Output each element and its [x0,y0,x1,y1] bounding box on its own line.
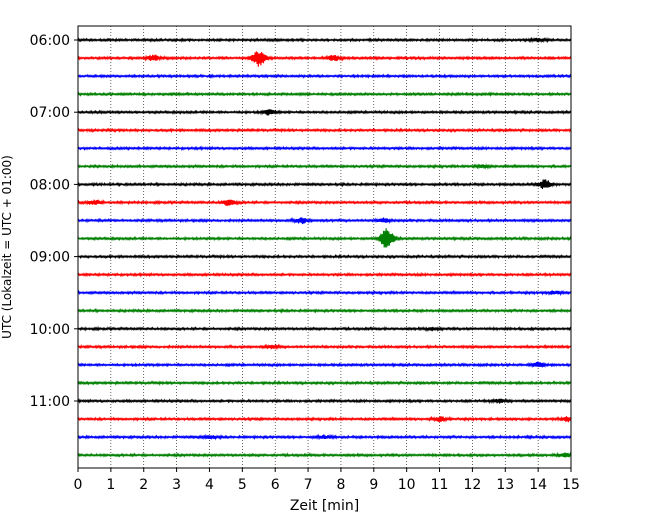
trace-19 [77,380,572,386]
x-tick-label-1: 1 [106,477,115,493]
x-tick-label-0: 0 [74,477,83,493]
x-tick-label-13: 13 [496,477,514,493]
plot-frame [77,25,572,469]
trace-9 [77,199,572,206]
trace-6 [77,145,572,152]
x-axis-label: Zeit [min] [290,498,359,514]
x-tick-label-5: 5 [238,477,247,493]
trace-8 [77,179,572,189]
trace-2 [77,73,572,79]
trace-20 [77,397,572,405]
x-tick-label-8: 8 [336,477,345,493]
trace-17 [77,343,572,351]
trace-group [77,36,572,459]
trace-21 [77,415,572,423]
trace-18 [77,361,572,369]
trace-7 [77,162,572,170]
trace-14 [77,289,572,297]
trace-0 [77,36,572,44]
y-tick-label-4: 10:00 [30,322,70,338]
trace-11 [77,228,572,248]
trace-4 [77,109,572,116]
x-axis: 0 1 2 3 4 5 6 7 8 9 10 11 12 13 14 15 [74,468,580,493]
x-tick-label-2: 2 [139,477,148,493]
y-tick-label-0: 06:00 [30,33,70,49]
y-tick-label-2: 08:00 [30,177,70,193]
y-axis: 06:00 07:00 08:00 09:00 10:00 11:00 [30,33,78,410]
trace-3 [77,91,572,98]
trace-23 [77,451,572,459]
y-tick-label-5: 11:00 [30,394,70,410]
x-tick-label-3: 3 [172,477,181,493]
trace-15 [77,307,572,314]
trace-12 [77,253,572,260]
x-tick-label-10: 10 [398,477,416,493]
y-axis-label: UTC (Lokalzeit = UTC + 01:00) [0,155,14,339]
x-tick-label-4: 4 [205,477,214,493]
x-tick-label-15: 15 [562,477,580,493]
y-tick-label-3: 09:00 [30,250,70,266]
y-tick-label-1: 07:00 [30,105,70,121]
trace-22 [77,433,572,441]
x-tick-label-14: 14 [529,477,547,493]
trace-13 [77,271,572,278]
x-tick-label-11: 11 [431,477,449,493]
x-tick-label-7: 7 [304,477,313,493]
trace-1 [77,51,572,67]
trace-5 [77,127,572,134]
x-tick-label-12: 12 [463,477,481,493]
trace-10 [77,217,572,225]
x-tick-label-6: 6 [271,477,280,493]
trace-16 [77,325,572,333]
x-tick-label-9: 9 [369,477,378,493]
